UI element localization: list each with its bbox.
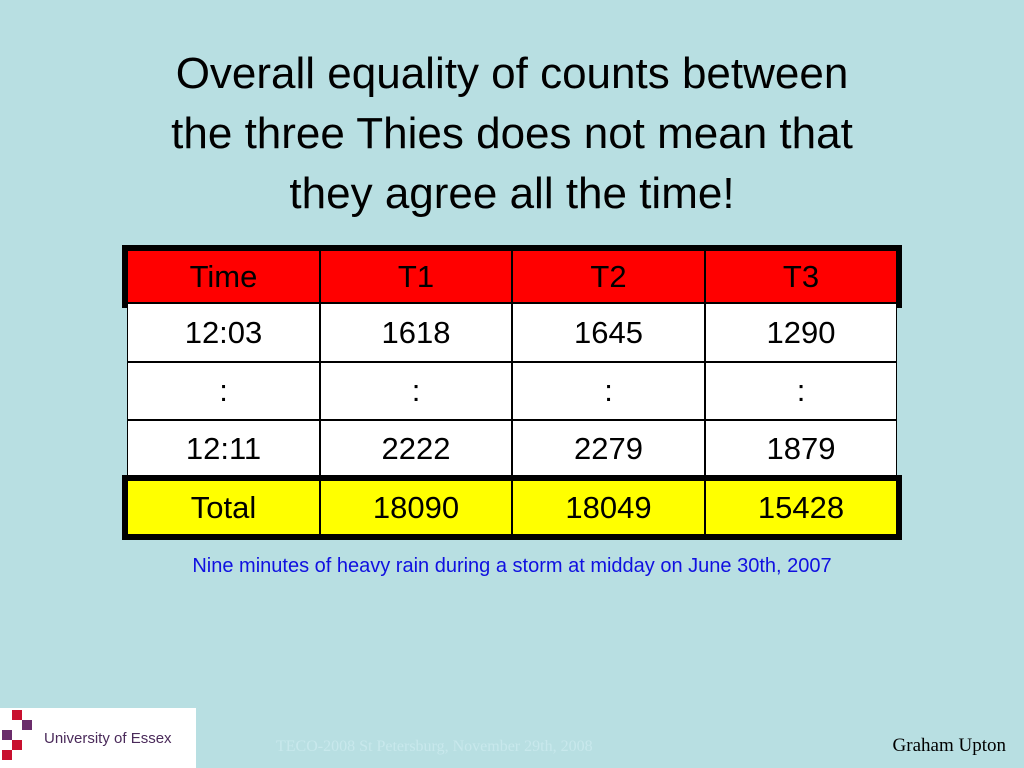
table-cell: 1618	[320, 303, 512, 362]
table-cell: 12:03	[127, 303, 320, 362]
author: Graham Upton	[892, 735, 1006, 756]
header-cell: T1	[320, 250, 512, 303]
logo: University of Essex	[0, 708, 196, 768]
header-cell: T3	[705, 250, 897, 303]
table-cell: 1879	[705, 420, 897, 478]
total-cell: Total	[127, 480, 320, 535]
caption: Nine minutes of heavy rain during a stor…	[192, 555, 832, 577]
table-cell: 2279	[512, 420, 705, 478]
logo-square	[12, 740, 22, 750]
table-cell: :	[512, 362, 705, 420]
logo-square	[22, 720, 32, 730]
logo-square	[2, 730, 12, 740]
table-cell: 2222	[320, 420, 512, 478]
table-cell: 1290	[705, 303, 897, 362]
table-cell: :	[320, 362, 512, 420]
table-cell: 12:11	[127, 420, 320, 478]
event: TECO-2008 St Petersburg, November 29th, …	[276, 738, 593, 755]
title-line: Overall equality of counts between	[175, 49, 849, 98]
logo-square	[2, 750, 12, 760]
total-cell: 15428	[705, 480, 897, 535]
logo-square	[12, 710, 22, 720]
logo-text: University of Essex	[44, 730, 172, 747]
table-cell: 1645	[512, 303, 705, 362]
table-cell: :	[705, 362, 897, 420]
header-cell: Time	[127, 250, 320, 303]
total-cell: 18049	[512, 480, 705, 535]
header-cell: T2	[512, 250, 705, 303]
total-cell: 18090	[320, 480, 512, 535]
title-line: the three Thies does not mean that	[171, 109, 853, 158]
title-line: they agree all the time!	[289, 169, 735, 218]
table-cell: :	[127, 362, 320, 420]
